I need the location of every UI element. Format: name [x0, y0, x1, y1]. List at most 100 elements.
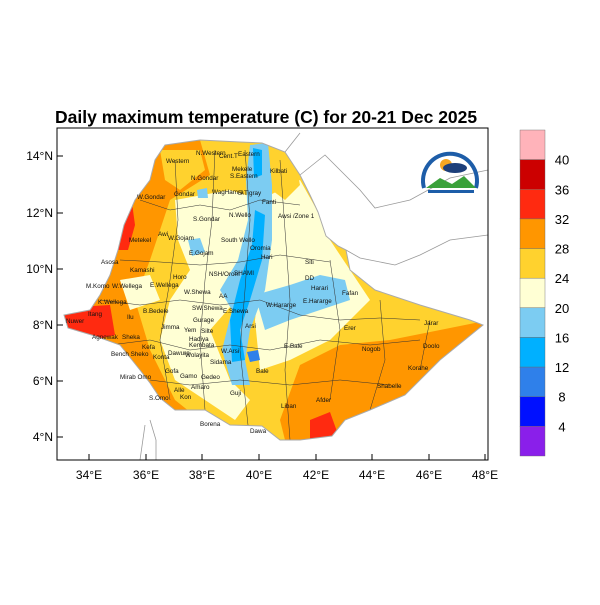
colorbar-box — [519, 277, 546, 309]
zone-label: Sidama — [210, 359, 232, 366]
zone-label: WagHamra — [212, 189, 244, 196]
colorbar — [519, 129, 546, 457]
y-axis-labels: 14°N 12°N 10°N 8°N 6°N 4°N — [26, 149, 53, 444]
zone-label: B.Bedele — [143, 308, 169, 315]
zone-label: Liban — [281, 403, 297, 410]
zone-label: Erer — [344, 325, 356, 332]
zone-label: Alle — [174, 387, 185, 394]
colorbar-label: 12 — [555, 360, 569, 375]
zone-label: NSH/Orom — [209, 271, 240, 278]
zone-label: N.Gondar — [191, 175, 218, 182]
zone-label: Doolo — [423, 343, 440, 350]
colorbar-box — [519, 396, 546, 427]
zone-label: Mirab Omo — [120, 374, 152, 381]
zone-label: Amaro — [191, 384, 210, 391]
zone-label: E.Wellega — [150, 282, 179, 289]
zone-label: S.Gondar — [193, 216, 220, 223]
zone-label: S.Omo — [149, 395, 169, 402]
zone-label: Silte — [201, 328, 214, 335]
zone-label: M.Komo — [86, 283, 110, 290]
zone-label: Kembata — [189, 342, 215, 349]
zone-label: Afder — [316, 397, 331, 404]
zone-label: Konta — [153, 354, 170, 361]
zone-label: Western — [166, 158, 190, 165]
zone-label: W.Arsi — [221, 348, 239, 355]
y-tick-label: 6°N — [33, 374, 53, 388]
zone-label: Oromia — [250, 245, 271, 252]
y-tick-label: 14°N — [26, 149, 53, 163]
zone-label: Gondar — [174, 191, 195, 198]
zone-label: Fafan — [342, 290, 359, 297]
map-title: Daily maximum temperature (C) for 20-21 … — [55, 107, 477, 127]
zone-label: Cent.T — [219, 153, 238, 160]
zone-label: Gedeo — [201, 374, 220, 381]
axis-ticks — [57, 155, 486, 460]
zone-label: N.Western — [196, 150, 226, 157]
zone-label: W.Gojam — [168, 235, 194, 242]
zone-label: Awi — [158, 231, 168, 238]
y-tick-label: 12°N — [26, 206, 53, 220]
zone-label: Kilbati — [270, 168, 287, 175]
zone-label: S.Eastern — [230, 173, 258, 180]
zone-label: Hadiya — [189, 336, 209, 343]
colorbar-label: 36 — [555, 182, 569, 197]
zone-label: Fanti — [262, 199, 276, 206]
zone-label: Gamo — [180, 373, 198, 380]
zone-label: Siti — [305, 259, 314, 266]
colorbar-box — [519, 189, 546, 220]
y-tick-label: 8°N — [33, 318, 53, 332]
zone-label: SHAMI — [234, 270, 254, 277]
zone-label: Gurage — [193, 317, 215, 324]
x-tick-label: 46°E — [416, 468, 442, 482]
zone-label: Kefa — [142, 344, 155, 351]
colorbar-box — [519, 307, 546, 338]
zone-label: Guji — [230, 390, 241, 397]
zone-label: Arsi — [245, 323, 256, 330]
zone-label: Korahe — [408, 365, 429, 372]
zone-label: South Wello — [221, 237, 255, 244]
colorbar-box — [519, 426, 546, 457]
zone-label: E.Bale — [284, 343, 303, 350]
colorbar-label: 20 — [555, 301, 569, 316]
zone-label: Ilu — [127, 314, 134, 321]
zone-label: AA — [219, 293, 228, 300]
zone-label: Jarar — [424, 320, 438, 327]
zone-label: Asosa — [101, 259, 119, 266]
zone-label: Jimma — [161, 324, 180, 331]
colorbar-labels: 40 36 32 28 24 20 16 12 8 4 — [555, 153, 569, 435]
zone-label: Borena — [200, 421, 221, 428]
zone-label: DD — [305, 275, 315, 282]
x-tick-label: 36°E — [133, 468, 159, 482]
zone-label: Itang — [88, 311, 103, 318]
zone-label: E.Gojam — [189, 250, 214, 257]
colorbar-box — [519, 248, 546, 279]
zone-label: W.Shewa — [184, 289, 211, 296]
zone-label: Harari — [311, 285, 328, 292]
zone-label: K.Wellega — [98, 299, 127, 306]
zone-label: Eastern — [238, 151, 260, 158]
zone-borders — [99, 149, 431, 440]
x-tick-label: 34°E — [76, 468, 102, 482]
zone-label: Dawuro — [168, 350, 190, 357]
zone-label: Gofa — [165, 368, 179, 375]
zone-label: S.Tigray — [238, 190, 262, 197]
x-tick-label: 38°E — [189, 468, 215, 482]
zone-label: Bench Sheko — [111, 351, 149, 358]
colorbar-box — [519, 337, 546, 368]
colorbar-box — [519, 366, 546, 397]
zone-label: N.Wello — [229, 212, 251, 219]
zone-label: W.Wellega — [112, 283, 142, 290]
colorbar-box — [519, 129, 546, 160]
zone-label: Bale — [256, 368, 269, 375]
zone-label: Kon — [180, 394, 192, 401]
plot-frame — [56, 127, 489, 461]
colorbar-label: 24 — [555, 271, 569, 286]
zone-label: Awsi /Zone 1 — [278, 213, 315, 220]
colorbar-label: 16 — [555, 330, 569, 345]
zone-labels: N.Western Western Cent.T Eastern Mekele … — [66, 150, 440, 435]
colorbar-label: 32 — [555, 212, 569, 227]
zone-label: Kamashi — [130, 267, 155, 274]
zone-label: SW.Shewa — [192, 305, 223, 312]
colorbar-label: 28 — [555, 242, 569, 257]
